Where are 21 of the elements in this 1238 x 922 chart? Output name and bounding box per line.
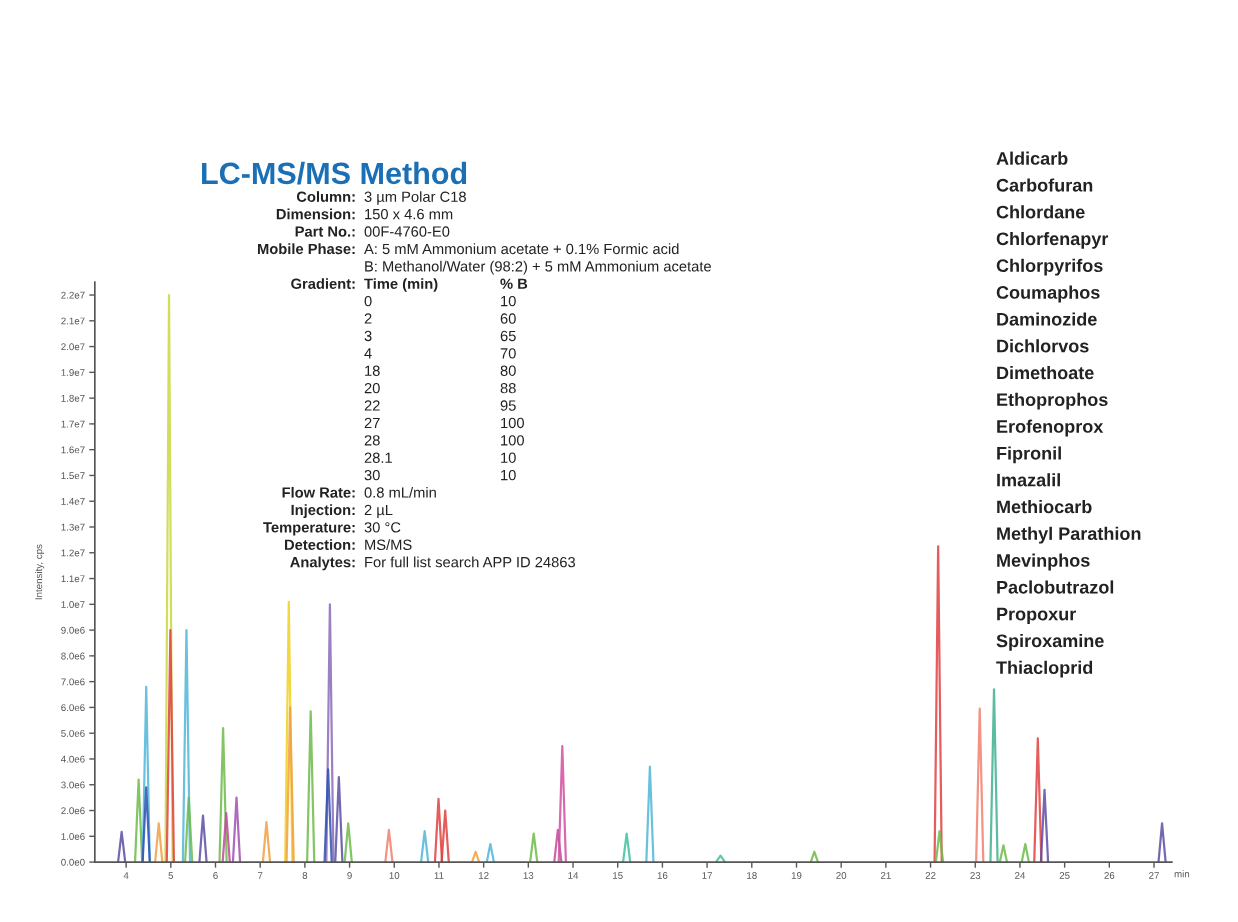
annotation: Dichlorvos (997, 339, 1089, 353)
annotation: Erofenoprox (997, 419, 1104, 437)
annotation: Dimethoate (997, 365, 1094, 380)
chart-title: LC-MS/MS Method (202, 161, 467, 185)
annotation: Coumaphos (996, 285, 1100, 303)
annotation: Methyl Parathion (997, 526, 1141, 544)
text: Carbofuran (996, 178, 1093, 192)
annotation: Propoxur (997, 607, 1076, 625)
annotation: Thiacloprid (996, 660, 1093, 678)
annotation: Spiroxamine (996, 633, 1104, 651)
text: Chlorpyrifos (996, 258, 1103, 276)
text: Aldicarb (996, 151, 1068, 165)
annotation: Paclobutrazol (997, 580, 1114, 594)
annotation: Fipronil (997, 446, 1061, 464)
annotation: Mevinphos (997, 553, 1090, 571)
annotation: Methiocarb (997, 499, 1092, 514)
text: Chlorfenapyr (996, 231, 1109, 249)
annotation: Ethoprophos (997, 392, 1108, 410)
annotation: Imazalil (997, 473, 1060, 487)
text: Chlordane (996, 205, 1085, 219)
annotation: Daminozide (997, 312, 1097, 326)
